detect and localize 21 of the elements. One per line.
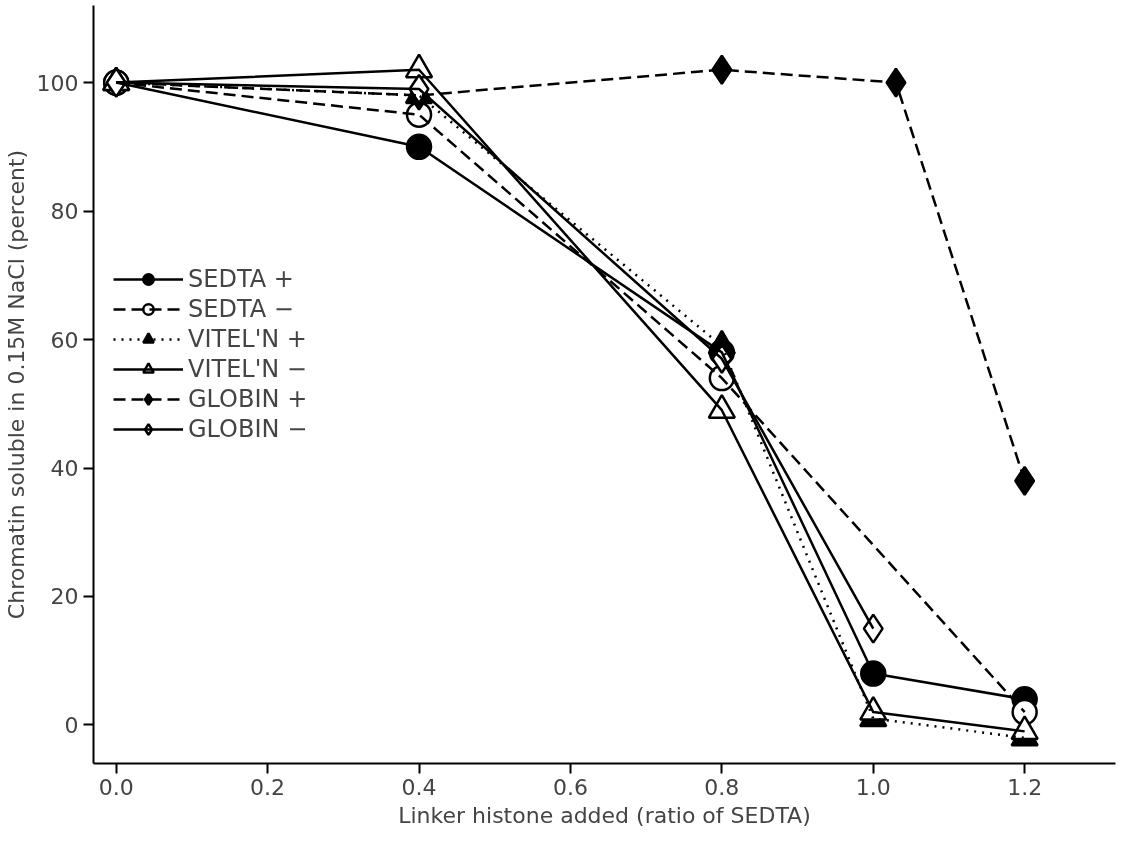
x-tick-label: 0.8 <box>704 774 740 800</box>
y-axis-title: Chromatin soluble in 0.15M NaCl (percent) <box>3 149 29 620</box>
x-tick-label: 1.2 <box>1007 774 1043 800</box>
legend-label: GLOBIN − <box>188 415 308 443</box>
x-tick-label: 0.4 <box>401 774 437 800</box>
x-tick-label: 0.6 <box>552 774 588 800</box>
legend-label: SEDTA + <box>188 265 294 293</box>
y-tick-label: 20 <box>50 584 79 610</box>
y-tick-label: 60 <box>50 327 79 353</box>
legend-label: SEDTA − <box>188 295 294 323</box>
x-tick-label: 1.0 <box>855 774 891 800</box>
y-tick-label: 0 <box>64 712 79 738</box>
x-axis-title: Linker histone added (ratio of SEDTA) <box>398 802 811 828</box>
legend-label: GLOBIN + <box>188 385 308 413</box>
legend-label: VITEL'N + <box>188 325 307 353</box>
x-tick-label: 0.0 <box>98 774 134 800</box>
y-tick-label: 100 <box>36 70 79 96</box>
y-tick-label: 80 <box>50 199 79 225</box>
x-tick-label: 0.2 <box>250 774 286 800</box>
y-tick-label: 40 <box>50 456 79 482</box>
legend-label: VITEL'N − <box>188 355 307 383</box>
